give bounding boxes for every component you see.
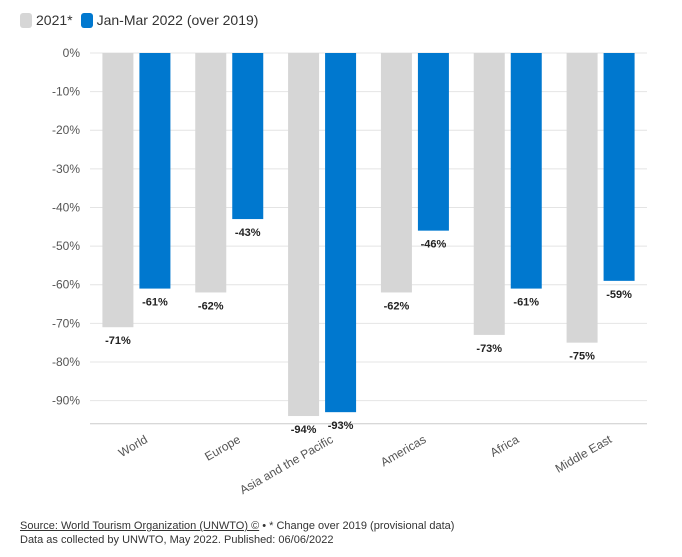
category-label: World (116, 432, 150, 460)
y-tick-label: -10% (52, 85, 80, 99)
data-label: -61% (513, 297, 539, 309)
bar-2021[interactable] (566, 53, 598, 343)
bar-2022[interactable] (325, 53, 357, 413)
bar-2021[interactable] (102, 53, 134, 328)
data-label: -61% (142, 297, 168, 309)
data-label: -94% (291, 424, 317, 436)
y-tick-label: -60% (52, 278, 80, 292)
bar-2021[interactable] (380, 53, 412, 293)
bar-2022[interactable] (232, 53, 264, 220)
bar-chart: 0% -10% -20% -30% -40% -50% -60% -70% -80% -90% -7… (52, 46, 647, 497)
bar-2022[interactable] (417, 53, 449, 231)
footer-line-1: Source: World Tourism Organization (UNWT… (20, 519, 454, 533)
bar-2021[interactable] (195, 53, 227, 293)
legend-label-2021: 2021* (36, 12, 73, 28)
y-tick-label: 0% (63, 46, 81, 60)
y-tick-label: -90% (52, 394, 80, 408)
data-label: -75% (569, 351, 595, 363)
data-label: -62% (384, 300, 410, 312)
data-label: -62% (198, 300, 224, 312)
legend-swatch-2021 (20, 12, 32, 28)
legend-item-2022[interactable]: Jan-Mar 2022 (over 2019) (80, 12, 259, 28)
y-tick-label: -80% (52, 355, 80, 369)
legend: 2021* Jan-Mar 2022 (over 2019) (20, 10, 266, 30)
category-label: Europe (202, 432, 243, 464)
legend-item-2021[interactable]: 2021* (20, 12, 73, 28)
bar-2022[interactable] (139, 53, 171, 289)
data-label: -71% (105, 335, 131, 347)
bar-2022[interactable] (603, 53, 635, 281)
category-label: Middle East (553, 432, 615, 476)
data-label: -59% (606, 289, 632, 301)
category-label: Asia and the Pacific (237, 432, 335, 497)
category-label: Americas (378, 432, 428, 469)
source-link[interactable]: Source: World Tourism Organization (UNWT… (20, 520, 260, 532)
bar-2021[interactable] (288, 53, 320, 417)
category-label: Africa (488, 432, 522, 460)
y-tick-label: -40% (52, 200, 80, 214)
data-label: -46% (421, 239, 447, 251)
bar-2021[interactable] (473, 53, 505, 335)
y-tick-label: -50% (52, 239, 80, 253)
y-tick-label: -20% (52, 123, 80, 137)
legend-swatch-2022 (80, 12, 93, 28)
data-label: -43% (235, 227, 261, 239)
y-tick-label: -30% (52, 162, 80, 176)
bar-2022[interactable] (510, 53, 542, 289)
y-tick-label: -70% (52, 316, 80, 330)
footer: Source: World Tourism Organization (UNWT… (20, 519, 454, 547)
footer-line-2: Data as collected by UNWTO, May 2022. Pu… (20, 534, 334, 546)
legend-label-2022: Jan-Mar 2022 (over 2019) (96, 12, 259, 28)
data-label: -93% (328, 420, 354, 432)
data-label: -73% (476, 343, 502, 355)
footer-note: • * Change over 2019 (provisional data) (259, 520, 455, 532)
